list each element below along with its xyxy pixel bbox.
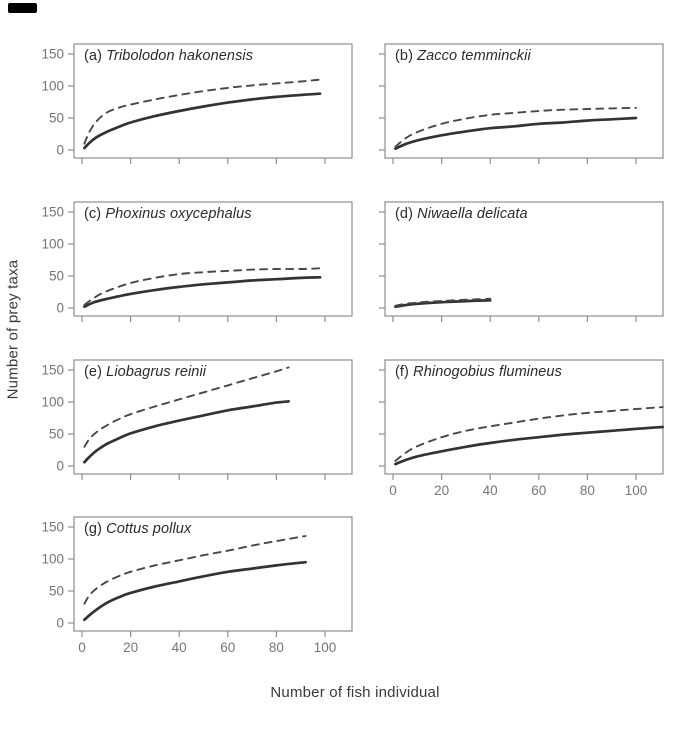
panel-a-species: Tribolodon hakonensis: [106, 48, 254, 64]
panel-b: (b) Zacco temminckii: [337, 38, 677, 198]
y-tick-label: 0: [56, 459, 64, 474]
observed-curve: [394, 298, 492, 309]
panel-g-species: Cottus pollux: [106, 521, 192, 537]
panel-a-title: (a) Tribolodon hakonensis: [84, 48, 253, 64]
axis-box: [73, 516, 353, 632]
y-tick-label: 100: [41, 395, 64, 410]
observed-curve: [394, 116, 638, 151]
panel-b-title: (b) Zacco temminckii: [395, 48, 531, 64]
panel-g: 0 50 100 150 0 20 40 60 80 100 (g) Cottus pollux: [26, 511, 366, 671]
observed-curve: [83, 400, 290, 464]
x-tick-label: 0: [78, 640, 86, 655]
y-tick-label: 150: [41, 47, 64, 62]
estimated-curve: [394, 297, 492, 307]
x-tick-label: 60: [220, 640, 235, 655]
panel-d-plot: [379, 201, 664, 322]
panel-f-title: (f) Rhinogobius flumineus: [395, 364, 562, 380]
x-axis-title: Number of fish individual: [270, 684, 440, 701]
axis-box: [73, 359, 353, 475]
y-tick-label: 50: [49, 427, 64, 442]
x-tick-label: 0: [389, 483, 397, 498]
x-tick-label: 100: [314, 640, 337, 655]
panel-f-species: Rhinogobius flumineus: [413, 364, 562, 380]
x-tick-label: 40: [483, 483, 498, 498]
y-tick-label: 100: [41, 79, 64, 94]
panel-a: 0 50 100 150 (a) Tribolodon hakonensis: [26, 38, 366, 198]
panel-c-label: (c): [84, 206, 102, 222]
axis-box: [384, 43, 664, 159]
x-tick-label: 20: [434, 483, 449, 498]
x-tick-label: 40: [172, 640, 187, 655]
estimated-curve: [394, 106, 637, 148]
panel-e-label: (e): [84, 364, 103, 380]
panel-c-plot: 0 50 100 150: [41, 201, 353, 322]
y-tick-label: 0: [56, 616, 64, 631]
panel-a-plot: 0 50 100 150: [41, 43, 353, 164]
panel-d-label: (d): [395, 206, 414, 222]
y-tick-label: 150: [41, 205, 64, 220]
y-tick-label: 100: [41, 237, 64, 252]
observed-curve: [83, 92, 322, 150]
panel-f: 0 20 40 60 80 100 (f) Rhinogobius flumineus: [337, 354, 677, 514]
y-tick-label: 50: [49, 111, 64, 126]
y-tick-label: 0: [56, 301, 64, 316]
x-tick-label: 80: [580, 483, 595, 498]
estimated-curve: [83, 267, 322, 306]
y-tick-label: 50: [49, 269, 64, 284]
estimated-curve: [83, 78, 322, 145]
panel-g-title: (g) Cottus pollux: [84, 521, 191, 537]
panel-b-plot: [379, 43, 664, 164]
panel-d: (d) Niwaella delicata: [337, 196, 677, 356]
panel-a-label: (a): [84, 48, 103, 64]
axis-box: [73, 201, 353, 317]
y-tick-label: 150: [41, 363, 64, 378]
panel-b-species: Zacco temminckii: [417, 48, 531, 64]
axis-box: [73, 43, 353, 159]
x-tick-label: 80: [269, 640, 284, 655]
corner-mark: [8, 3, 37, 13]
panel-f-plot: 0 20 40 60 80 100: [379, 359, 665, 498]
panel-d-species: Niwaella delicata: [417, 206, 528, 222]
panel-d-title: (d) Niwaella delicata: [395, 206, 528, 222]
panel-e-plot: 0 50 100 150: [41, 359, 353, 480]
panel-g-plot: 0 50 100 150 0 20 40 60 80 100: [41, 516, 353, 655]
panel-e-title: (e) Liobagrus reinii: [84, 364, 206, 380]
y-tick-label: 50: [49, 584, 64, 599]
observed-curve: [83, 275, 322, 309]
estimated-curve: [394, 406, 664, 462]
x-tick-label: 100: [625, 483, 648, 498]
observed-curve: [83, 560, 307, 622]
x-tick-label: 20: [123, 640, 138, 655]
axis-box: [384, 201, 664, 317]
y-tick-label: 0: [56, 143, 64, 158]
estimated-curve: [83, 535, 307, 605]
estimated-curve: [83, 366, 290, 448]
panel-e: 0 50 100 150 (e) Liobagrus reinii: [26, 354, 366, 514]
panel-b-label: (b): [395, 48, 414, 64]
panel-c: 0 50 100 150 (c) Phoxinus oxycephalus: [26, 196, 366, 356]
y-tick-label: 100: [41, 552, 64, 567]
observed-curve: [394, 425, 665, 466]
panel-g-label: (g): [84, 521, 103, 537]
panel-f-label: (f): [395, 364, 409, 380]
y-tick-label: 150: [41, 520, 64, 535]
panel-c-title: (c) Phoxinus oxycephalus: [84, 206, 252, 222]
panel-e-species: Liobagrus reinii: [106, 364, 207, 380]
panel-c-species: Phoxinus oxycephalus: [105, 206, 252, 222]
axis-box: [384, 359, 664, 475]
x-tick-label: 60: [531, 483, 546, 498]
y-axis-title: Number of prey taxa: [4, 259, 22, 400]
